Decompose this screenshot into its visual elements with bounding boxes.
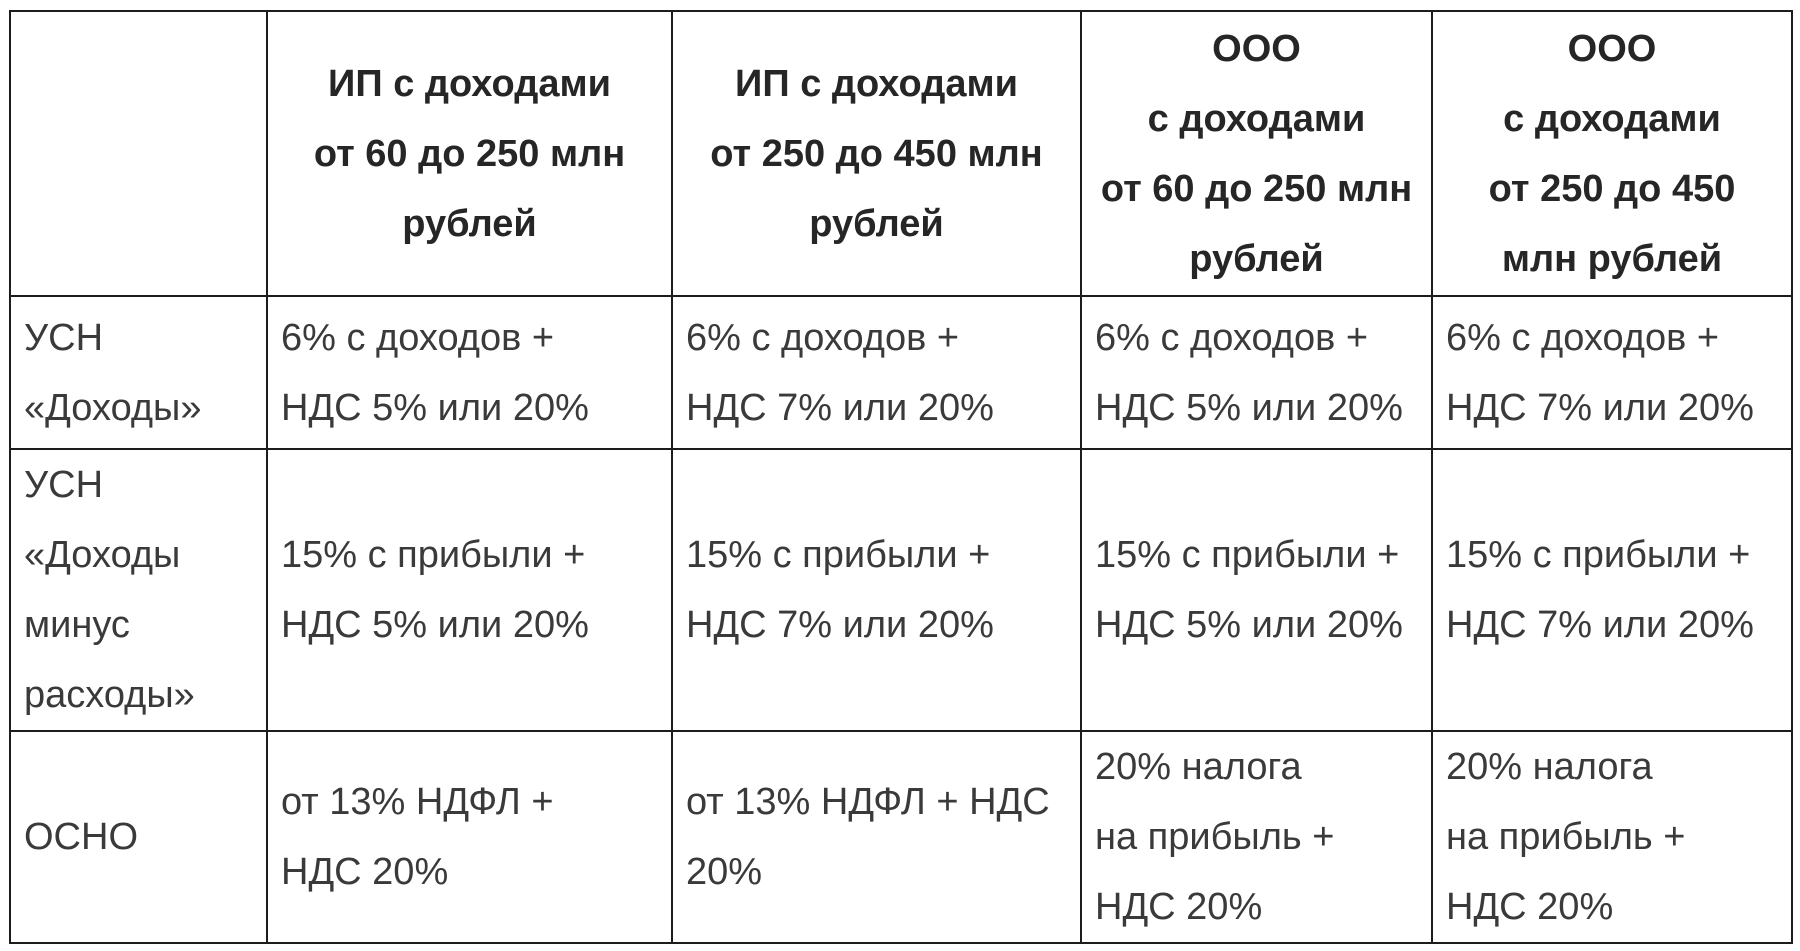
column-header-ooo-250-450: ООО с доходами от 250 до 450 млн рублей [1431, 10, 1793, 297]
table-cell: 6% с доходов + НДС 5% или 20% [1080, 295, 1433, 450]
table-cell: 6% с доходов + НДС 5% или 20% [266, 295, 673, 450]
table-row-usn-dohody-minus-rashody: УСН «Доходы минус расходы» 15% с прибыли… [9, 448, 1793, 732]
table-cell: 15% с прибыли + НДС 7% или 20% [671, 448, 1082, 732]
tax-regimes-comparison-table: ИП с доходами от 60 до 250 млн рублей ИП… [9, 10, 1793, 944]
table-cell: 20% налога на прибыль + НДС 20% [1080, 730, 1433, 944]
table-row-usn-dohody: УСН «Доходы» 6% с доходов + НДС 5% или 2… [9, 295, 1793, 450]
column-header-ip-250-450: ИП с доходами от 250 до 450 млн рублей [671, 10, 1082, 297]
table-row-osno: ОСНО от 13% НДФЛ + НДС 20% от 13% НДФЛ +… [9, 730, 1793, 944]
column-header-ip-60-250: ИП с доходами от 60 до 250 млн рублей [266, 10, 673, 297]
corner-header-cell [9, 10, 268, 297]
table-cell: 6% с доходов + НДС 7% или 20% [1431, 295, 1793, 450]
column-header-ooo-60-250: ООО с доходами от 60 до 250 млн рублей [1080, 10, 1433, 297]
table-cell: 15% с прибыли + НДС 5% или 20% [1080, 448, 1433, 732]
row-header-usn-dohody: УСН «Доходы» [9, 295, 268, 450]
row-header-osno: ОСНО [9, 730, 268, 944]
table-cell: 20% налога на прибыль + НДС 20% [1431, 730, 1793, 944]
row-header-usn-dohody-minus-rashody: УСН «Доходы минус расходы» [9, 448, 268, 732]
table-cell: от 13% НДФЛ + НДС 20% [671, 730, 1082, 944]
table-cell: от 13% НДФЛ + НДС 20% [266, 730, 673, 944]
header-row: ИП с доходами от 60 до 250 млн рублей ИП… [9, 10, 1793, 297]
table-cell: 6% с доходов + НДС 7% или 20% [671, 295, 1082, 450]
table-cell: 15% с прибыли + НДС 7% или 20% [1431, 448, 1793, 732]
table-cell: 15% с прибыли + НДС 5% или 20% [266, 448, 673, 732]
